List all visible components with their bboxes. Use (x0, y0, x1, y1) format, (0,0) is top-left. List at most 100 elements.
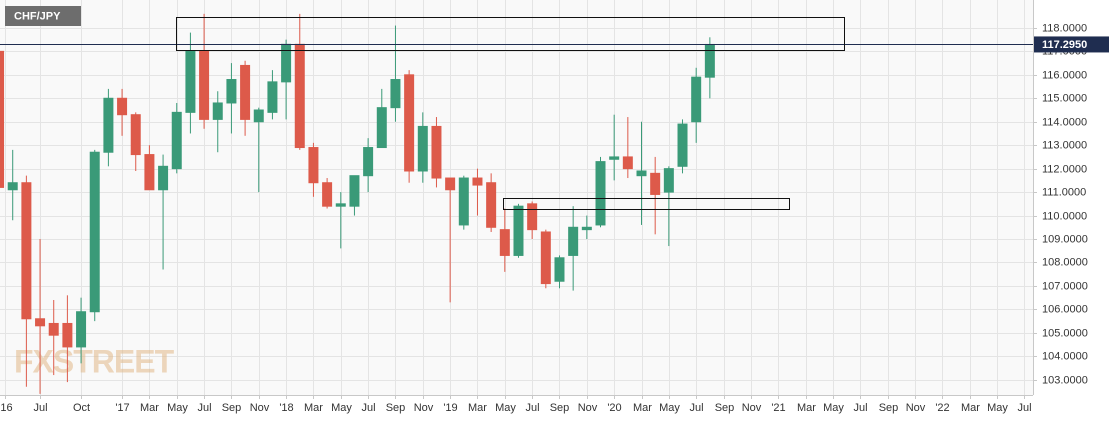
x-tick-label: Mar (797, 402, 816, 414)
x-tick-label: Sep (550, 402, 570, 414)
candle-body (7, 182, 18, 191)
x-tick-label: Sep (386, 402, 406, 414)
x-tick-label: Jul (689, 402, 703, 414)
y-tick-label: 104.0000 (1042, 350, 1088, 362)
candle-body (650, 172, 661, 195)
x-tick-label: Sep (222, 402, 242, 414)
x-tick-label: '19 (443, 402, 457, 414)
candle-body (335, 203, 346, 207)
y-tick-label: 103.0000 (1042, 374, 1088, 386)
y-tick-label: 108.0000 (1042, 256, 1088, 268)
plot-background (0, 0, 1033, 395)
candle-body (431, 125, 442, 179)
x-tick-label: '22 (935, 402, 949, 414)
candle-body (404, 74, 415, 172)
candle-body (308, 147, 319, 184)
candle-body (89, 151, 100, 313)
x-tick-label: Jul (525, 402, 539, 414)
x-tick-label: May (659, 402, 680, 414)
candle-body (636, 170, 647, 177)
x-tick-label: Mar (633, 402, 652, 414)
candles (0, 13, 1033, 394)
y-tick-label: 116.0000 (1042, 69, 1087, 81)
y-tick-label: 113.0000 (1042, 139, 1087, 151)
candle-body (622, 156, 633, 170)
candle-body (130, 114, 141, 156)
y-tick-label: 115.0000 (1042, 92, 1087, 104)
x-tick-label: Jul (853, 402, 867, 414)
candle-body (445, 177, 456, 191)
y-tick-label: 105.0000 (1042, 327, 1088, 339)
chart-title: CHF/JPY (14, 10, 61, 22)
candle-body (527, 203, 538, 231)
candle-body (486, 182, 497, 228)
candle-body (513, 205, 524, 256)
x-tick-label: Oct (73, 402, 90, 414)
annotation-box (503, 198, 790, 210)
candle-body (185, 50, 196, 113)
candle-body (76, 311, 87, 348)
candle-body (144, 154, 155, 191)
x-tick-label: Sep (879, 402, 899, 414)
x-tick-label: Jul (361, 402, 375, 414)
candle-body (212, 102, 223, 120)
candle-body (62, 322, 73, 348)
candle-body (581, 226, 592, 231)
candle-body (253, 109, 264, 123)
x-tick-label: Mar (961, 402, 980, 414)
candle-body (103, 97, 114, 153)
x-tick-label: Mar (468, 402, 487, 414)
candle-body (458, 177, 469, 226)
watermark: FXSTREET (14, 343, 175, 379)
candle-body (499, 229, 510, 256)
x-tick-label: '20 (607, 402, 621, 414)
candle-body (294, 43, 305, 149)
x-tick-label: '17 (115, 402, 129, 414)
axes: 103.0000 104.0000 105.0000 106.0000 107.0000… (0, 22, 1109, 414)
x-tick-label: May (167, 402, 188, 414)
title-box (5, 6, 81, 26)
x-tick-label: Jul (33, 402, 47, 414)
y-tick-label: 109.0000 (1042, 233, 1088, 245)
candle-body (363, 147, 374, 177)
y-tick-label: 114.0000 (1042, 116, 1087, 128)
x-tick-label: May (987, 402, 1008, 414)
candle-body (663, 168, 674, 193)
x-tick-label: Jul (197, 402, 211, 414)
candle-body (691, 76, 702, 123)
y-tick-label: 112.0000 (1042, 163, 1087, 175)
candle-body (158, 165, 169, 191)
x-tick-label: '18 (279, 402, 293, 414)
x-tick-label: May (331, 402, 352, 414)
last-price-label: 117.2950 (1042, 39, 1087, 51)
y-tick-label: 107.0000 (1042, 280, 1088, 292)
x-tick-label: Mar (140, 402, 159, 414)
candle-body (349, 175, 360, 207)
candle-body (376, 107, 387, 149)
candle-body (199, 50, 210, 120)
x-tick-label: May (823, 402, 844, 414)
x-tick-label: '21 (771, 402, 785, 414)
candle-body (117, 97, 128, 116)
last-price-tag (1034, 36, 1109, 53)
candle-body (226, 79, 237, 104)
y-tick-label: 111.0000 (1042, 186, 1086, 198)
x-tick-label: Nov (414, 402, 434, 414)
y-tick-label: 118.0000 (1042, 22, 1087, 34)
candle-body (267, 81, 278, 113)
candle-body (0, 50, 5, 188)
candle-body (554, 257, 565, 282)
candle-body (677, 123, 688, 167)
x-tick-label: Nov (742, 402, 762, 414)
x-tick-label: Nov (250, 402, 270, 414)
candle-body (322, 182, 333, 207)
x-tick-label: May (495, 402, 516, 414)
y-tick-label: 110.0000 (1042, 210, 1087, 222)
x-tick-label: Mar (304, 402, 323, 414)
candle-body (281, 43, 292, 83)
x-tick-label: Jul (1017, 402, 1031, 414)
candle-body (568, 226, 579, 256)
candle-body (390, 79, 401, 109)
x-tick-label: Nov (906, 402, 926, 414)
